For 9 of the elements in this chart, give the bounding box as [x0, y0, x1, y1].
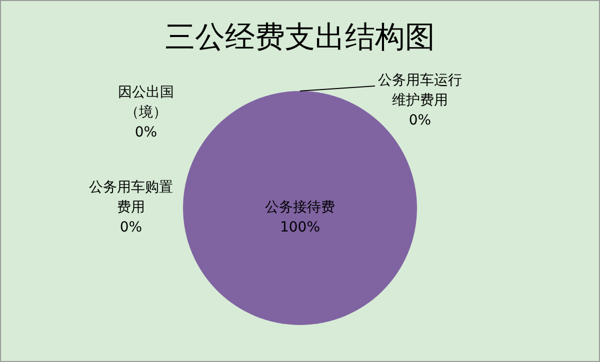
text: 0%: [120, 220, 142, 236]
category-label: 公务用车运行维护费用: [378, 72, 462, 109]
data-label: 100%: [280, 220, 320, 236]
text: 0%: [134, 124, 158, 141]
slice-label: 公务接待费: [265, 200, 335, 216]
text: 0%: [408, 112, 432, 129]
category-label: 公务用车购置费用: [89, 180, 173, 216]
category-label: 因公出国（境）: [118, 84, 174, 121]
chart-title: 三公经费支出结构图: [165, 20, 435, 55]
